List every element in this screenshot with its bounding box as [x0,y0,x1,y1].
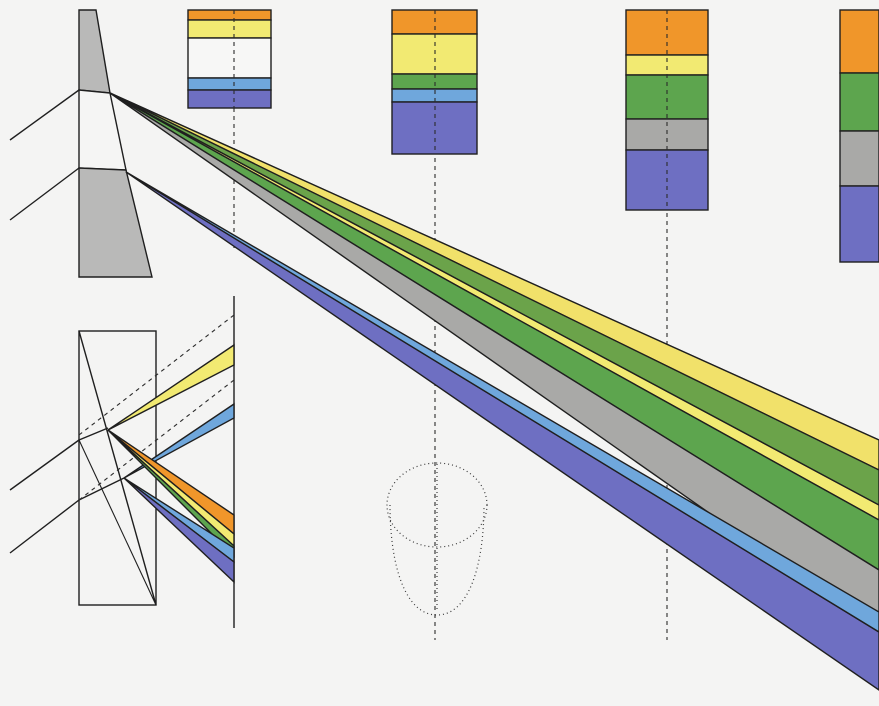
spectrum-swatch-4 [839,9,879,263]
swatch-4-green [839,72,879,132]
eye-sketch-body [389,504,485,616]
lower-inside-ray-1 [78,427,109,441]
eye-sketch-top [386,462,488,548]
incoming-ray-lower [9,167,80,221]
spectrum-swatch-2 [391,9,478,155]
spectrum-swatch-1 [187,9,272,109]
swatch-4-violet [839,185,879,263]
lower-incoming-ray-upper [9,439,80,491]
band-blue [125,171,879,633]
band-gray [109,92,879,633]
spectrum-swatch-3 [625,9,709,211]
lower-incoming-ray-lower [9,499,80,554]
swatch-1-blue [187,77,272,91]
lower-prism-diagonal-2 [78,439,157,606]
swatch-3-orange [625,9,709,56]
lower-dashed-ray-2 [78,379,235,501]
swatch-1-yellow [187,19,272,39]
swatch-1-orange [187,9,272,21]
band-green-upper [109,92,879,506]
swatch-3-green [625,74,709,120]
swatch-1-white [187,37,272,79]
swatch-4-gray [839,130,879,187]
lower-band-violet [123,477,235,584]
swatch-4-orange [839,9,879,74]
lower-dashed-ray-1 [78,314,235,436]
lower-inside-ray-2 [78,477,125,501]
lower-prism-diagonal-1 [78,330,157,606]
incoming-ray-upper [9,89,80,141]
prism-top-base [78,167,153,278]
swatch-1-violet [187,89,272,109]
lower-upper-yellow-beam [107,343,235,431]
